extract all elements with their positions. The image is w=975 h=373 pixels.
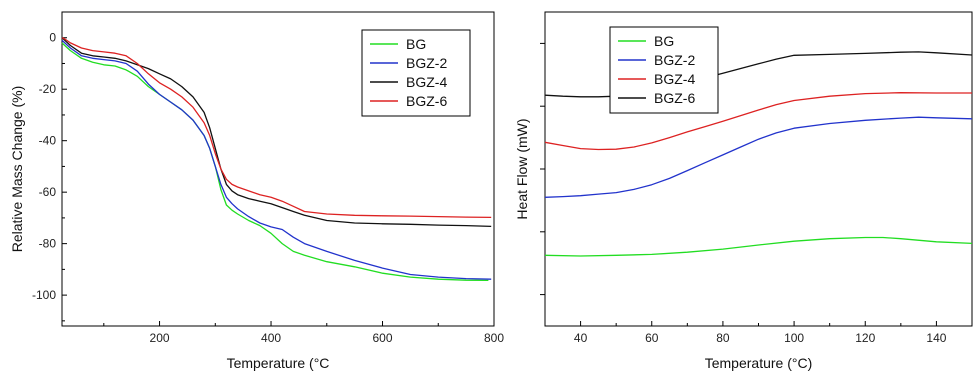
plot-frame (544, 11, 973, 327)
legend-label: BGZ-4 (654, 71, 695, 87)
x-tick-label: 100 (784, 331, 804, 345)
x-tick-label: 60 (645, 331, 659, 345)
series-line-bgz-4 (544, 92, 972, 151)
legend-label: BGZ-6 (406, 93, 447, 109)
x-tick-label: 800 (484, 331, 504, 345)
y-tick-label: -60 (39, 185, 57, 199)
y-tick-label: -40 (39, 134, 57, 148)
series-line-bg (61, 42, 489, 282)
y-tick-label: -100 (32, 288, 56, 302)
mass-change-chart: 0 -20 -40 -60 -80 -100 200 400 600 800 Relative … (9, 11, 504, 371)
series-line-bgz-6 (61, 37, 492, 219)
legend-label: BGZ-2 (654, 52, 695, 68)
y-axis-title: Relative Mass Change (%) (9, 86, 25, 253)
x-axis-title: Temperature (°C (227, 355, 330, 371)
y-axis-title: Heat Flow (mW) (514, 118, 530, 219)
legend-label: BGZ-6 (654, 90, 695, 106)
y-tick-label: -80 (39, 237, 57, 251)
y-axis-ticks (540, 42, 545, 296)
x-tick-label: 140 (926, 331, 946, 345)
x-tick-label: 200 (150, 331, 170, 345)
legend-label: BGZ-4 (406, 74, 447, 90)
plot-frame (61, 11, 495, 327)
series-line-bgz-2 (544, 116, 973, 198)
series-line-bgz-4 (61, 37, 492, 228)
legend-label: BG (654, 33, 674, 49)
x-tick-label: 120 (855, 331, 875, 345)
legend-label: BG (406, 36, 426, 52)
heat-flow-chart: 40 60 80 100 120 140 Heat Flow (mW) Temperatu… (514, 11, 973, 371)
x-axis-ticks: 200 400 600 800 (103, 321, 504, 345)
series-line-bgz-2 (61, 39, 492, 280)
series-line-bg (544, 236, 973, 257)
x-axis-title: Temperature (°C) (705, 355, 813, 371)
x-axis-ticks: 40 60 80 100 120 140 (544, 321, 973, 345)
x-tick-label: 600 (373, 331, 393, 345)
series-lines (61, 37, 492, 282)
y-axis-ticks: 0 -20 -40 -60 -80 -100 (32, 31, 67, 322)
x-tick-label: 400 (261, 331, 281, 345)
legend: BG BGZ-2 BGZ-4 BGZ-6 (609, 26, 719, 114)
series-lines (544, 51, 973, 257)
y-tick-label: -20 (39, 82, 57, 96)
series-line-bgz-6 (544, 51, 973, 98)
y-tick-label: 0 (49, 31, 56, 45)
legend: BG BGZ-2 BGZ-4 BGZ-6 (361, 29, 471, 117)
legend-label: BGZ-2 (406, 55, 447, 71)
x-tick-label: 40 (574, 331, 588, 345)
x-tick-label: 80 (716, 331, 730, 345)
